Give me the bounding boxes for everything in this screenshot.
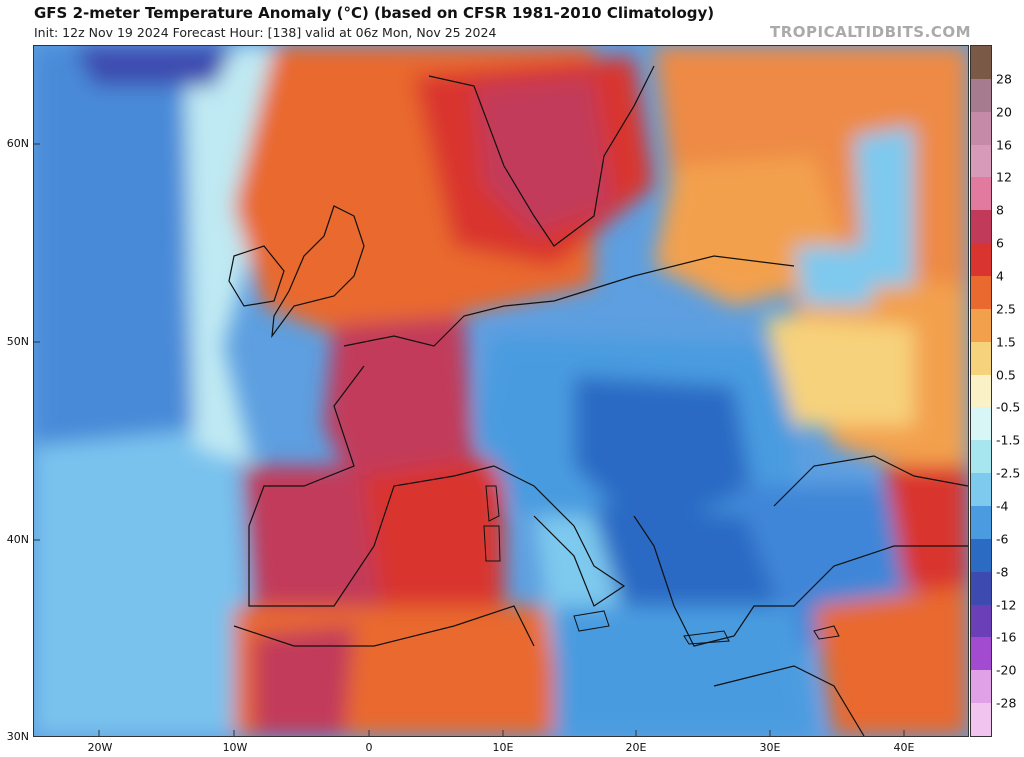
colorbar-label: 1.5 <box>996 334 1016 350</box>
map-subtitle: Init: 12z Nov 19 2024 Forecast Hour: [13… <box>34 25 497 40</box>
map-title: GFS 2-meter Temperature Anomaly (°C) (ba… <box>34 4 715 22</box>
colorbar-label: -12 <box>996 597 1017 613</box>
colorbar-label: -4 <box>996 498 1009 514</box>
colorbar-label: 8 <box>996 202 1004 218</box>
colorbar-segment <box>971 243 991 277</box>
colorbar-segment <box>971 703 991 737</box>
colorbar-segment <box>971 637 991 671</box>
colorbar-label: -2.5 <box>996 465 1021 481</box>
coastlines <box>228 65 968 736</box>
colorbar-label: -20 <box>996 662 1017 678</box>
colorbar-label: 28 <box>996 71 1012 87</box>
colorbar-segment <box>971 46 991 80</box>
colorbar-segment <box>971 604 991 638</box>
colorbar-segment <box>971 276 991 310</box>
colorbar-label: 6 <box>996 235 1004 251</box>
colorbar-segment <box>971 374 991 408</box>
colorbar-label: 12 <box>996 169 1012 185</box>
colorbar-segment <box>971 538 991 573</box>
colorbar-label: -28 <box>996 695 1017 711</box>
colorbar-label: -8 <box>996 564 1009 580</box>
lat-label-40n: 40N <box>6 533 29 546</box>
colorbar-segment <box>971 111 991 146</box>
colorbar-label: 2.5 <box>996 301 1016 317</box>
colorbar-segment <box>971 210 991 244</box>
colorbar-segment <box>971 341 991 376</box>
colorbar-label: 4 <box>996 268 1004 284</box>
lon-label-0: 0 <box>365 741 373 754</box>
map-canvas <box>34 46 968 736</box>
lon-label-10e: 10E <box>492 741 514 754</box>
lat-label-50n: 50N <box>6 335 29 348</box>
colorbar-segment <box>971 407 991 441</box>
lon-label-40e: 40E <box>893 741 915 754</box>
lat-label-60n: 60N <box>6 137 29 150</box>
colorbar-label: 0.5 <box>996 367 1016 383</box>
colorbar-label: 20 <box>996 104 1012 120</box>
grid-ticks <box>34 143 905 736</box>
lon-label-20w: 20W <box>87 741 113 754</box>
colorbar-segment <box>971 78 991 113</box>
colorbar-label: -0.5 <box>996 399 1021 415</box>
colorbar-label: 16 <box>996 137 1012 153</box>
colorbar-segment <box>971 571 991 606</box>
anomaly-fields <box>34 46 968 736</box>
colorbar-segment <box>971 144 991 178</box>
lat-label-30n: 30N <box>6 730 29 743</box>
colorbar-segment <box>971 440 991 474</box>
lon-label-20e: 20E <box>625 741 647 754</box>
lon-label-10w: 10W <box>222 741 248 754</box>
anomaly-map <box>33 45 969 737</box>
colorbar-segment <box>971 473 991 507</box>
lon-label-30e: 30E <box>759 741 781 754</box>
colorbar-segment <box>971 308 991 343</box>
brand-logo-text: TROPICALTIDBITS.COM <box>770 23 971 41</box>
colorbar-segment <box>971 670 991 704</box>
colorbar-segment <box>971 177 991 211</box>
colorbar <box>970 45 992 737</box>
colorbar-label: -6 <box>996 531 1009 547</box>
colorbar-segment <box>971 506 991 540</box>
islands <box>483 485 840 645</box>
colorbar-label: -16 <box>996 629 1017 645</box>
colorbar-label: -1.5 <box>996 432 1021 448</box>
